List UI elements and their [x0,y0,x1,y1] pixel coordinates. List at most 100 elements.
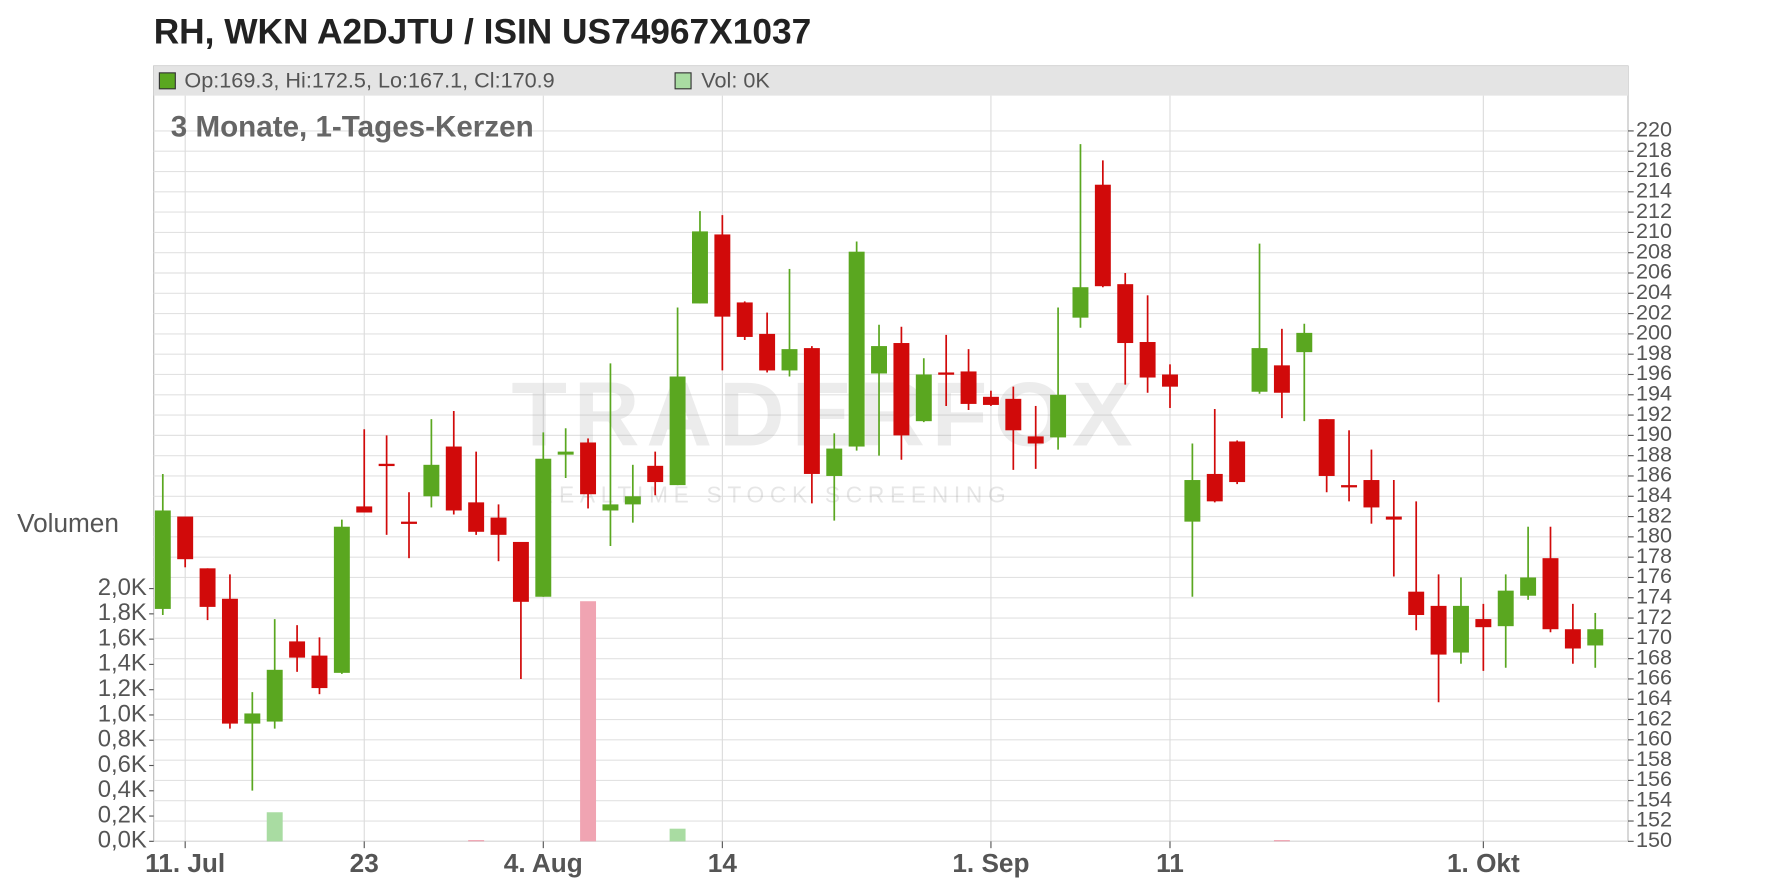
legend-swatch [158,72,176,90]
marks [154,144,1604,842]
candle-body [602,504,619,511]
chart-title: RH, WKN A2DJTU / ISIN US74967X1037 [154,12,812,51]
candle-body [1341,485,1358,488]
subtitle: 3 Monate, 1-Tages-Kerzen [171,110,534,143]
y-tick-label: 172 [1636,604,1672,629]
volume-bar [669,828,686,842]
info-bar [153,66,1629,96]
candle-body [781,349,798,371]
watermark: TRADERFOX [511,364,1139,465]
candle-body [714,234,731,317]
candle-body [1005,398,1022,431]
candle-body [960,371,977,404]
candle-body [893,343,910,436]
y2-tick-label: 1,4K [98,650,147,677]
candle-body [1564,629,1581,649]
x-tick-label: 1. Okt [1447,848,1520,878]
candle-body [356,506,373,513]
y-tick-label: 160 [1636,726,1672,751]
candle-body [1296,332,1313,353]
y2-tick-label: 0,4K [98,776,147,803]
candle-body [803,348,820,474]
y-tick-label: 204 [1636,279,1672,304]
y-tick-label: 156 [1636,766,1672,791]
legend-swatch [674,72,692,90]
candle-body [378,463,395,467]
y-tick-label: 212 [1636,198,1672,223]
candle-body [423,464,440,497]
candle-body [669,376,686,486]
candle-body [1094,184,1111,287]
y-tick-label: 202 [1636,299,1672,324]
candle-body [647,465,664,483]
y-tick-label: 170 [1636,624,1672,649]
grid [153,95,1628,842]
candle-body [982,396,999,405]
y-tick-label: 190 [1636,421,1672,446]
y2-tick-label: 1,8K [98,599,147,626]
candle-body [333,526,350,673]
y-tick-label: 164 [1636,685,1672,710]
x-tick-label: 23 [350,848,379,878]
y2-tick-label: 1,6K [98,624,147,651]
volume-bar [580,601,597,842]
y-tick-label: 214 [1636,178,1672,203]
candle-body [468,502,485,532]
y-tick-label: 158 [1636,746,1672,771]
y-tick-label: 194 [1636,381,1672,406]
candle-body [445,446,462,511]
candle-body [199,568,216,607]
candle-body [1251,348,1268,392]
y-tick-label: 216 [1636,157,1672,182]
y-tick-label: 206 [1636,259,1672,284]
candle-body [915,374,932,422]
y-tick-label: 176 [1636,563,1672,588]
candle-body [1385,516,1402,520]
y-tick-label: 182 [1636,502,1672,527]
candle-body [1139,342,1156,378]
y-tick-label: 162 [1636,705,1672,730]
candle-body [826,448,843,476]
candle-body [1452,605,1469,653]
candle-body [266,669,283,722]
y2-tick-label: 0,8K [98,726,147,753]
y-tick-label: 210 [1636,218,1672,243]
candle-body [1497,590,1514,627]
y-tick-label: 152 [1636,807,1672,832]
x-tick-label: 1. Sep [952,848,1029,878]
candle-body [177,516,194,560]
candle-body [244,713,261,724]
y-tick-label: 188 [1636,441,1672,466]
candle-body [848,251,865,447]
volume-bar [266,812,283,842]
y2-tick-label: 2,0K [98,574,147,601]
y2-tick-label: 0,6K [98,751,147,778]
candle-body [1520,577,1537,596]
candle-body [1408,591,1425,616]
y-tick-label: 178 [1636,543,1672,568]
candle-body [692,231,708,304]
candle-body [1050,394,1067,438]
candle-body [1206,473,1223,502]
y-tick-label: 168 [1636,644,1672,669]
watermark-tagline: REALTIME STOCK SCREENING [537,481,1012,507]
candle-body [311,655,328,689]
y-tick-label: 154 [1636,786,1672,811]
candle-body [221,598,238,724]
y-tick-label: 184 [1636,482,1672,507]
y-tick-label: 208 [1636,238,1672,263]
candle-body [1027,436,1044,444]
candle-body [1318,419,1335,476]
candle-body [938,372,955,375]
candle-body [535,458,552,597]
y-tick-label: 198 [1636,340,1672,365]
y-tick-label: 180 [1636,523,1672,548]
candle-body [1587,629,1604,646]
x-tick-label: 11. Jul [145,848,225,878]
candle-body [490,517,507,535]
candle-body [1072,287,1089,318]
candle-body [1184,480,1201,522]
y-tick-label: 196 [1636,360,1672,385]
volume-bar [1273,840,1290,842]
